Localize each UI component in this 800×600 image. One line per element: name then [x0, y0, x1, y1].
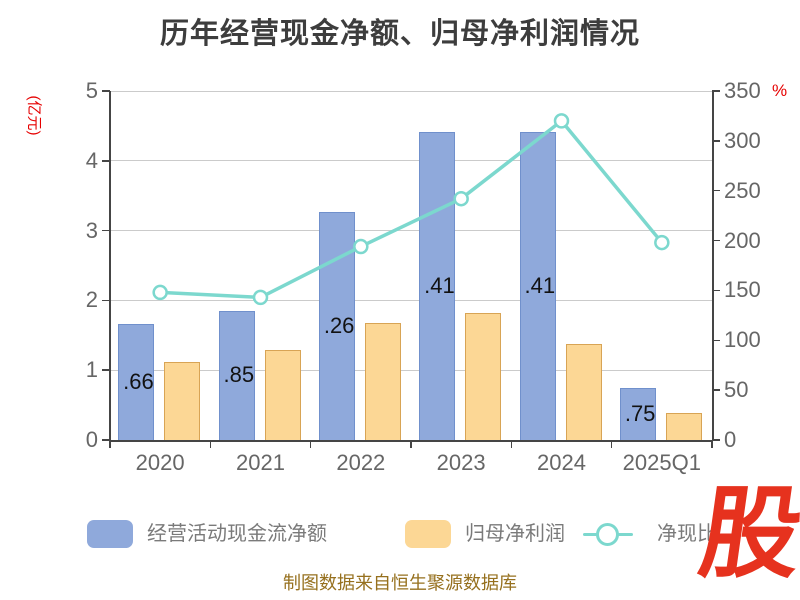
bar-归母净利润	[665, 413, 702, 440]
x-axis-category-label: 2022	[336, 450, 386, 475]
right-axis-tick	[712, 339, 720, 342]
data-source-caption: 制图数据来自恒生聚源数据库	[283, 573, 517, 593]
left-axis-tick-label: 1	[85, 357, 98, 383]
line-marker-icon	[152, 284, 168, 301]
x-axis-category-label: 2025Q1	[622, 450, 701, 475]
gridline	[110, 299, 712, 301]
watermark-logo: 股	[693, 478, 800, 590]
gridline	[110, 369, 712, 371]
right-axis-tick-label: 100	[724, 327, 761, 353]
bar-归母净利润	[264, 349, 301, 440]
x-axis-tick	[109, 440, 111, 448]
x-axis-tick	[410, 440, 412, 448]
x-axis-tick	[610, 440, 613, 448]
line-marker-icon	[654, 234, 670, 251]
bar-经营活动现金流净额	[619, 387, 656, 440]
right-axis-tick-label: 250	[724, 177, 761, 203]
right-axis-tick-label: 300	[724, 127, 761, 153]
x-axis-category-label: 2020	[135, 450, 185, 475]
line-marker-icon	[353, 238, 369, 255]
chart-title: 历年经营现金净额、归母净利润情况	[159, 18, 640, 50]
x-axis-tick	[309, 440, 312, 448]
left-axis-unit-label: (亿元)	[25, 95, 43, 136]
x-axis-tick	[209, 440, 212, 448]
left-axis-tick	[102, 299, 110, 302]
left-axis-tick-label: 3	[85, 217, 98, 243]
left-axis-tick	[102, 369, 110, 371]
x-axis-tick	[510, 440, 513, 448]
bar-value-label: .66	[123, 369, 154, 395]
bar-value-label: .75	[624, 400, 656, 426]
bar-归母净利润	[164, 361, 201, 440]
bar-value-label: .26	[323, 313, 355, 339]
left-axis-tick	[102, 229, 110, 232]
left-axis-tick-label: 0	[85, 427, 98, 452]
bar-归母净利润	[465, 312, 502, 440]
line-marker-icon	[553, 113, 570, 129]
right-axis-tick	[712, 289, 720, 292]
right-axis-tick-label: 150	[724, 277, 761, 303]
bar-经营活动现金流净额	[218, 310, 255, 440]
right-axis-tick	[712, 140, 720, 142]
right-axis-tick	[712, 189, 720, 192]
left-axis-tick	[102, 90, 110, 92]
gridline	[110, 90, 712, 92]
bar-value-label: .41	[424, 273, 455, 299]
bar-value-label: .85	[223, 362, 255, 388]
right-axis-tick	[712, 90, 720, 92]
left-axis-tick-label: 5	[85, 78, 98, 103]
left-axis-tick-label: 2	[85, 287, 98, 313]
x-axis-tick	[711, 440, 713, 448]
bar-value-label: .41	[524, 273, 556, 299]
x-axis-category-label: 2021	[236, 450, 285, 475]
bar-归母净利润	[565, 343, 602, 440]
right-axis-unit-label: %	[772, 81, 788, 100]
x-axis-category-label: 2023	[436, 450, 486, 475]
right-axis-tick	[712, 439, 720, 441]
left-axis-tick	[102, 160, 110, 162]
gridline	[110, 160, 712, 162]
right-axis-line	[712, 91, 714, 440]
line-marker-icon	[453, 190, 469, 207]
left-axis-tick	[102, 439, 110, 441]
left-axis-line	[109, 91, 111, 440]
right-axis-tick-label: 0	[724, 427, 737, 452]
right-axis-tick-label: 200	[724, 227, 761, 253]
x-axis-category-label: 2024	[537, 450, 586, 475]
legend-line-marker-icon[interactable]	[596, 523, 619, 546]
right-axis-tick-label: 350	[724, 78, 761, 103]
line-marker-icon	[252, 289, 269, 306]
legend-label-operating-cash-flow[interactable]: 经营活动现金流净额	[147, 523, 327, 545]
legend-label-net-profit[interactable]: 归母净利润	[465, 523, 565, 545]
right-axis-tick-label: 50	[724, 377, 749, 403]
left-axis-tick-label: 4	[85, 147, 98, 173]
right-axis-tick	[712, 239, 720, 242]
legend-swatch-operating-cash-flow[interactable]	[87, 520, 133, 548]
right-axis-tick	[712, 389, 720, 391]
bar-经营活动现金流净额	[118, 324, 155, 440]
gridline	[110, 230, 712, 232]
legend-swatch-net-profit[interactable]	[405, 520, 451, 548]
legend-label-net-cash-ratio[interactable]: 净现比	[657, 523, 717, 545]
bar-归母净利润	[364, 322, 401, 440]
